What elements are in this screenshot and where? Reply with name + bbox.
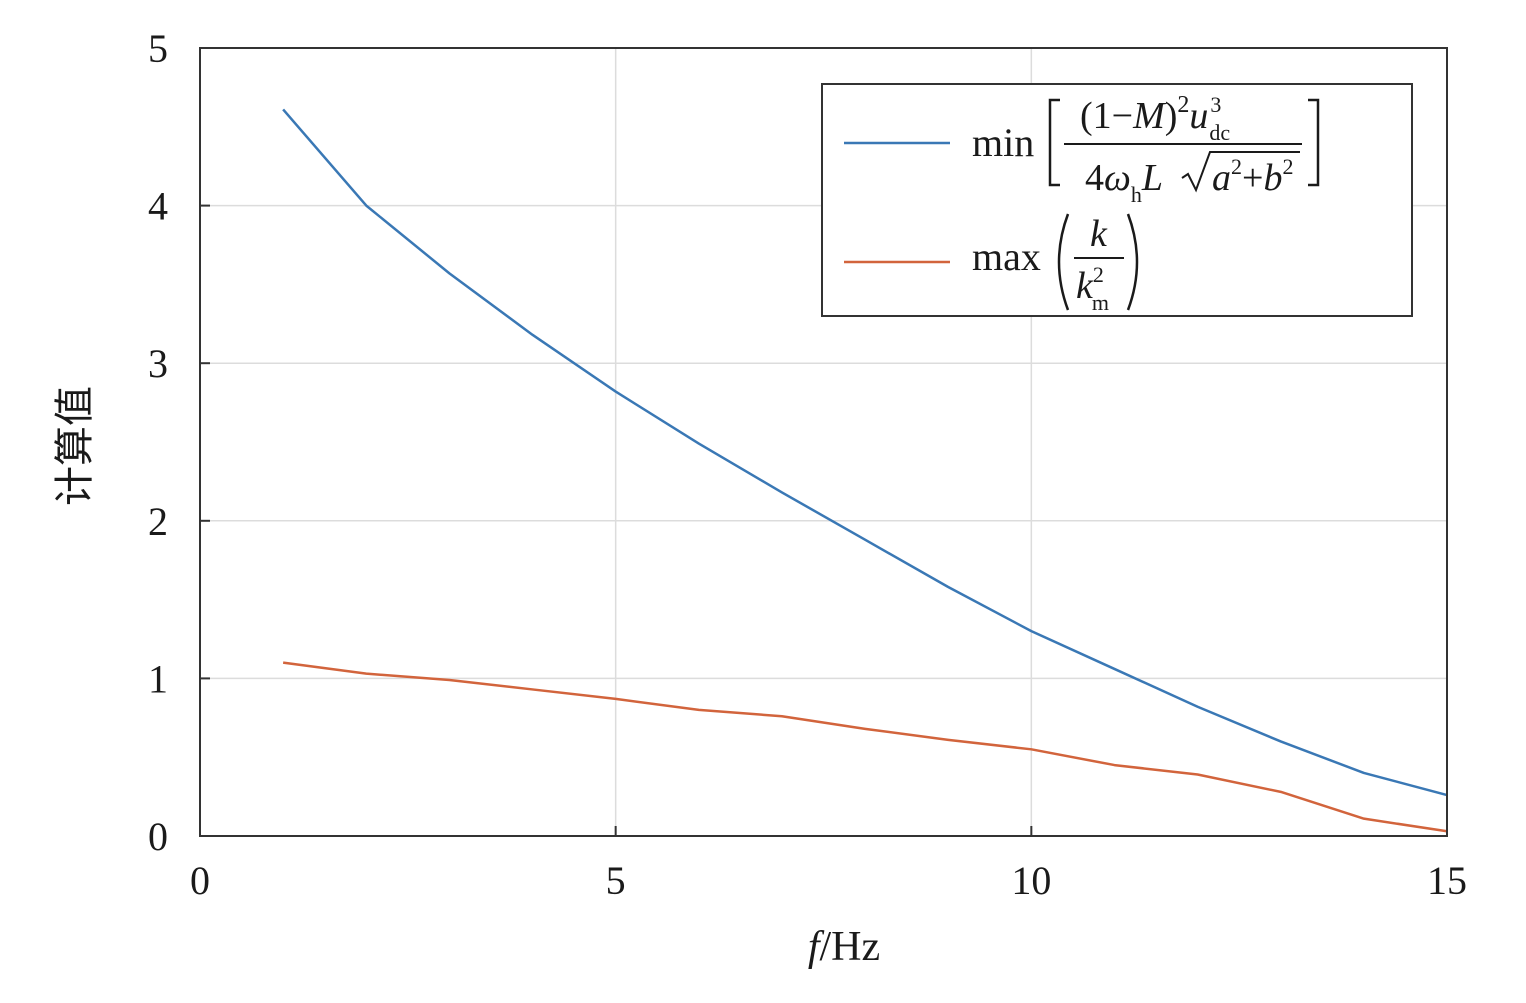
left-paren — [1057, 213, 1070, 311]
legend: min (1−M)2u3 dc 4ωhL a2+b2 max k k2 m — [821, 83, 1413, 317]
svg-text:k2m: k2 m — [1076, 262, 1109, 315]
legend-entry-max: max k k2 m — [972, 213, 1139, 315]
x-axis-title-unit: /Hz — [820, 924, 881, 970]
y-tick-label: 2 — [148, 499, 168, 544]
series-line-max — [282, 661, 1448, 833]
legend-box — [821, 83, 1413, 317]
y-tick-label: 5 — [148, 26, 168, 71]
svg-text:max: max — [972, 234, 1041, 279]
sqrt-symbol — [1181, 151, 1300, 193]
x-axis-title: f/Hz — [808, 924, 880, 970]
x-tick-label: 5 — [606, 858, 626, 903]
series-line-min — [282, 108, 1448, 797]
svg-text:k: k — [1090, 213, 1108, 255]
right-bracket — [1308, 98, 1320, 187]
svg-text:4ωhL: 4ωhL — [1085, 157, 1163, 207]
right-paren — [1126, 213, 1139, 311]
legend-entry-min: min (1−M)2u3 dc 4ωhL a2+b2 — [972, 92, 1320, 207]
y-tick-label: 0 — [148, 814, 168, 859]
svg-text:a2+b2: a2+b2 — [1212, 154, 1293, 199]
series-layer — [282, 108, 1448, 833]
x-tick-label: 15 — [1427, 858, 1467, 903]
axis-ticks: 0 5 10 15 0 1 2 3 4 5 — [148, 26, 1467, 903]
y-tick-label: 3 — [148, 341, 168, 386]
x-tick-label: 0 — [190, 858, 210, 903]
svg-text:min: min — [972, 120, 1034, 165]
x-tick-label: 10 — [1011, 858, 1051, 903]
plot-frame — [199, 47, 1448, 837]
y-tick-label: 4 — [148, 184, 168, 229]
left-bracket — [1048, 98, 1060, 187]
y-tick-label: 1 — [148, 656, 168, 701]
y-axis-title: 计算值 — [52, 386, 98, 506]
